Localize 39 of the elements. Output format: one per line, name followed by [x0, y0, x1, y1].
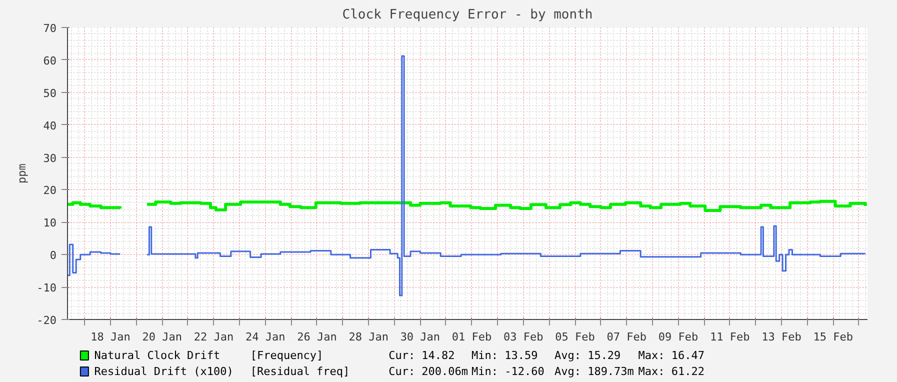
x-tick-label: 30 Jan: [400, 330, 440, 344]
chart-title: Clock Frequency Error - by month: [342, 8, 593, 22]
text: Cur: 200.06m: [388, 365, 468, 378]
text: Avg: 189.73m: [554, 365, 634, 378]
x-tick-label: 05 Feb: [555, 330, 595, 344]
y-axis-title: ppm: [16, 163, 29, 184]
x-tick-label: 03 Feb: [504, 330, 544, 344]
y-tick-label: 30: [43, 152, 57, 165]
y-tick-label: 50: [43, 86, 57, 100]
y-tick-label: 10: [43, 216, 57, 230]
y-tick-label: -10: [36, 282, 57, 295]
x-tick-label: 24 Jan: [245, 330, 286, 344]
text: Avg: 15.29: [554, 349, 621, 362]
text: Max: 16.47: [638, 349, 705, 362]
x-tick-label: 15 Feb: [813, 330, 853, 344]
x-tick-label: 20 Jan: [142, 330, 182, 344]
x-tick-label: 13 Feb: [762, 330, 802, 344]
text: [Residual freq]: [250, 365, 350, 378]
x-tick-label: 11 Feb: [710, 330, 750, 344]
text: Min: -12.60: [472, 365, 544, 378]
text: Cur: 14.82: [388, 349, 455, 362]
x-tick-label: 07 Feb: [606, 330, 647, 344]
y-tick-label: 70: [43, 22, 57, 35]
y-tick-label: 0: [50, 249, 56, 262]
x-tick-label: 26 Jan: [297, 330, 337, 344]
text: Max: 61.22: [638, 365, 705, 378]
x-tick-label: 28 Jan: [348, 330, 388, 344]
text: Min: 13.59: [472, 349, 538, 362]
y-tick-label: -20: [36, 314, 57, 327]
y-tick-label: 60: [43, 54, 57, 68]
x-tick-label: 22 Jan: [194, 330, 234, 344]
x-tick-label: 01 Feb: [452, 330, 492, 344]
legend-label: Natural Clock Drift: [94, 349, 220, 362]
y-tick-label: 40: [43, 119, 57, 132]
legend-label: Residual Drift (x100): [94, 365, 234, 378]
y-tick-label: 20: [43, 184, 57, 198]
x-tick-label: 18 Jan: [90, 330, 130, 344]
x-tick-label: 09 Feb: [658, 330, 698, 344]
text: [Frequency]: [250, 349, 324, 362]
